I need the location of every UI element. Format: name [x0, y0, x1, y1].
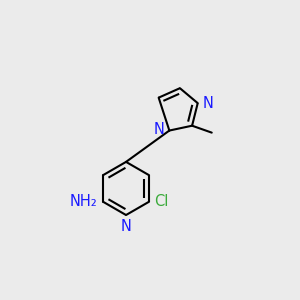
Text: N: N [121, 219, 131, 234]
Text: NH₂: NH₂ [70, 194, 97, 209]
Text: Cl: Cl [154, 194, 169, 209]
Text: N: N [153, 122, 164, 137]
Text: N: N [203, 96, 214, 111]
